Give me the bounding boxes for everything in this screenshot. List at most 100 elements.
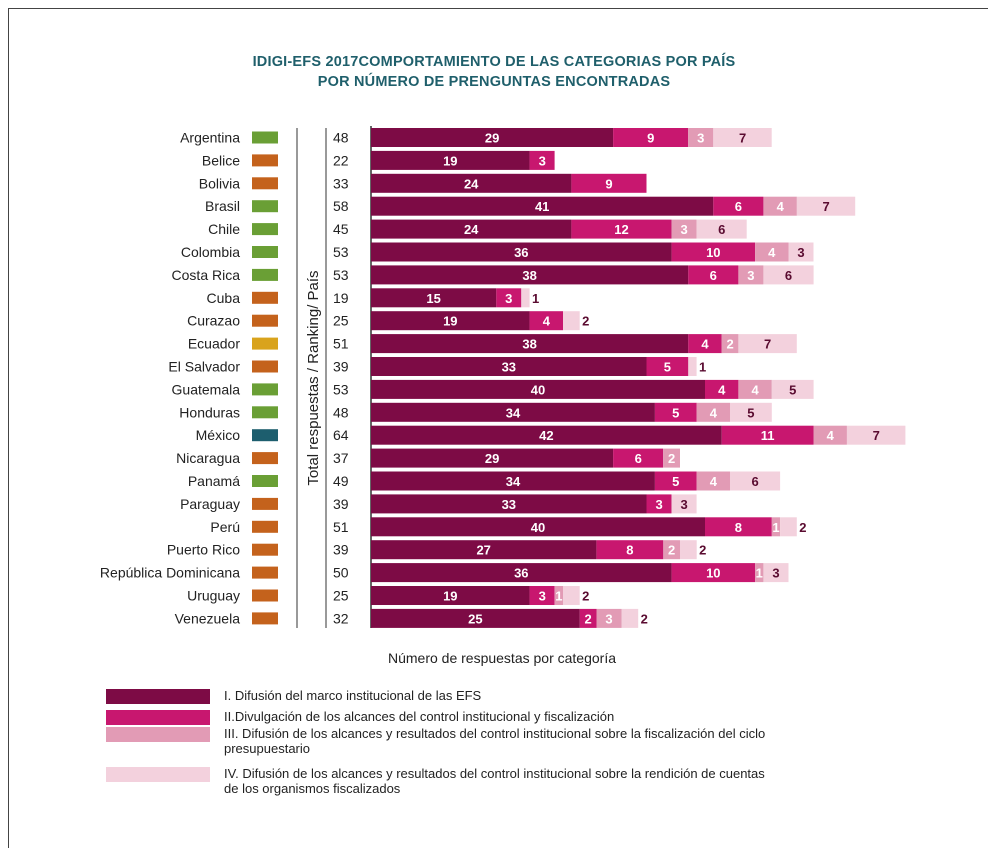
bar-segment	[371, 563, 672, 583]
legend-item: III. Difusión de los alcances y resultad…	[106, 726, 946, 767]
bar-segment	[813, 425, 847, 445]
data-label: 9	[647, 131, 654, 146]
country-label: México	[196, 427, 241, 443]
legend-swatch	[106, 727, 210, 742]
chart-title-line-2: POR NÚMERO DE PRENGUNTAS ENCONTRADAS	[317, 74, 671, 90]
data-label: 4	[710, 474, 718, 489]
data-label: 3	[680, 497, 687, 512]
data-label: 9	[605, 176, 612, 191]
bar-segment	[496, 288, 522, 308]
total-label: 64	[333, 427, 349, 443]
data-label: 8	[735, 520, 742, 535]
total-label: 49	[333, 473, 349, 489]
ranking-swatch	[252, 497, 278, 510]
bar-segment	[371, 334, 689, 354]
data-label: 5	[672, 405, 679, 420]
bar-segment	[563, 586, 580, 605]
bar-segment	[763, 265, 814, 285]
legend-label: III. Difusión de los alcances y resultad…	[224, 726, 766, 756]
bar-segment	[730, 471, 781, 491]
total-label: 25	[333, 588, 349, 604]
ranking-swatch	[252, 452, 278, 465]
data-label: 24	[464, 222, 479, 237]
data-label: 6	[785, 268, 792, 283]
bar-segment	[371, 448, 614, 468]
data-label: 6	[635, 451, 642, 466]
bar-segment	[696, 402, 730, 422]
ranking-swatch	[252, 200, 278, 213]
bar-segment	[730, 402, 772, 422]
bar-segment	[371, 265, 689, 285]
country-label: Uruguay	[187, 588, 240, 604]
bar-segment	[738, 265, 764, 285]
bar-segment	[738, 334, 797, 354]
bar-segment	[713, 128, 772, 147]
country-label: Colombia	[181, 244, 240, 260]
bar-segment	[371, 288, 497, 308]
ranking-swatch	[252, 520, 278, 533]
bar-segment	[371, 402, 655, 422]
stacked-bar-chart: Total respuestas / Ranking/ País Argenti…	[100, 126, 906, 628]
legend-swatch	[106, 767, 210, 782]
total-label: 48	[333, 404, 349, 420]
country-label: República Dominicana	[100, 565, 240, 581]
total-label: 39	[333, 359, 349, 375]
data-label: 3	[680, 222, 687, 237]
bar-segment	[529, 150, 555, 170]
total-label: 53	[333, 381, 349, 397]
ranking-swatch	[252, 429, 278, 442]
bar-segment	[763, 196, 797, 216]
ranking-swatch	[252, 154, 278, 167]
bar-segment	[654, 402, 697, 422]
bar-segment	[571, 173, 647, 193]
bar-segment	[663, 448, 680, 468]
data-label: 40	[531, 382, 545, 397]
ranking-swatch	[252, 131, 278, 144]
bar-segment	[688, 128, 714, 147]
bar-segment	[371, 517, 705, 537]
bar-segment	[613, 448, 664, 468]
data-label: 40	[531, 520, 545, 535]
country-label: Ecuador	[188, 336, 240, 352]
bar-segment	[613, 128, 689, 147]
total-label: 25	[333, 313, 349, 329]
bar-segment	[371, 357, 647, 376]
total-label: 53	[333, 267, 349, 283]
total-label: 51	[333, 336, 349, 352]
bar-segment	[371, 379, 705, 399]
data-label: 5	[789, 382, 796, 397]
bar-segment	[554, 586, 563, 605]
ranking-swatch	[252, 360, 278, 373]
legend-item: IV. Difusión de los alcances y resultado…	[106, 766, 946, 807]
data-label: 19	[443, 314, 457, 329]
bar-segment	[371, 608, 580, 628]
bar-segment	[671, 494, 697, 514]
total-label: 22	[333, 152, 349, 168]
country-label: Venezuela	[175, 610, 241, 626]
bar-segment	[663, 540, 680, 560]
total-label: 58	[333, 198, 349, 214]
country-label: Brasil	[205, 198, 240, 214]
bar-segment	[847, 425, 906, 445]
bar-segment	[771, 517, 781, 537]
legend-label: IV. Difusión de los alcances y resultado…	[224, 766, 765, 796]
bar-segment	[596, 540, 664, 560]
data-label: 3	[797, 245, 804, 260]
bar-segment	[371, 173, 572, 193]
bar-segment	[371, 242, 672, 262]
bar-segment	[671, 219, 697, 239]
data-label: 38	[522, 268, 536, 283]
bar-segment	[696, 471, 730, 491]
data-label: 3	[772, 566, 779, 581]
data-label: 10	[706, 245, 720, 260]
ranking-swatch	[252, 383, 278, 396]
ranking-swatch	[252, 337, 278, 350]
total-label: 19	[333, 290, 349, 306]
total-label: 53	[333, 244, 349, 260]
data-label: 4	[718, 382, 726, 397]
bar-segment	[705, 379, 739, 399]
data-label: 7	[739, 131, 746, 146]
data-label: 3	[505, 291, 512, 306]
data-label: 36	[514, 566, 528, 581]
data-label: 19	[443, 153, 457, 168]
